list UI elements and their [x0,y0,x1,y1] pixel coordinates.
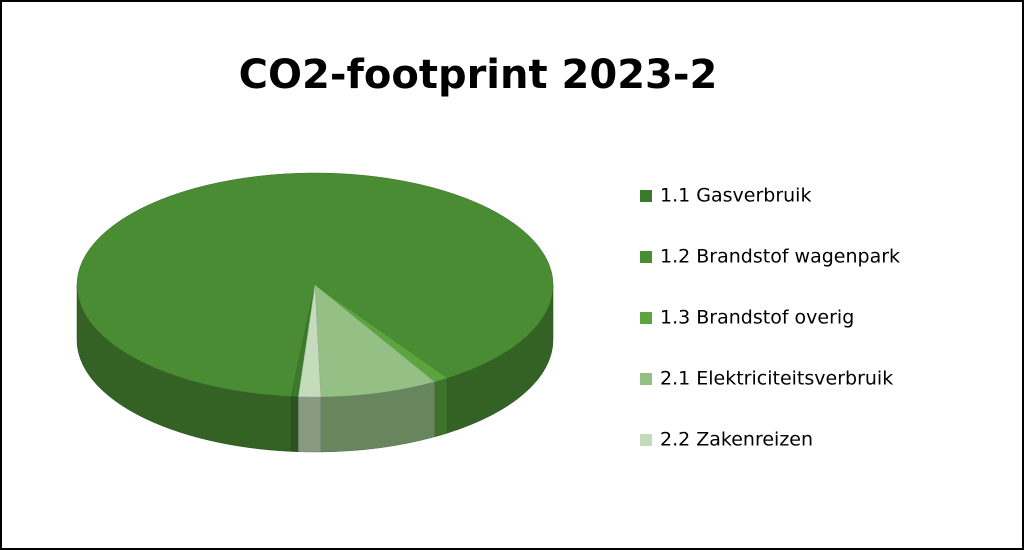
slice-side [290,396,299,452]
legend-label: 2.1 Elektriciteitsverbruik [660,368,893,390]
legend-swatch [640,434,652,446]
legend-swatch [640,251,652,263]
slice-side [298,396,322,453]
chart-title: CO2-footprint 2023-2 [239,52,718,98]
slice-side [434,377,448,438]
legend-swatch [640,190,652,202]
slice [298,284,322,398]
legend-label: 1.2 Brandstof wagenpark [660,246,900,268]
legend-label: 1.3 Brandstof overig [660,307,854,329]
legend-swatch [640,312,652,324]
legend-label: 1.1 Gasverbruik [660,185,811,207]
legend-label: 2.2 Zakenreizen [660,429,813,451]
legend-swatch [640,373,652,385]
slice [314,284,436,398]
